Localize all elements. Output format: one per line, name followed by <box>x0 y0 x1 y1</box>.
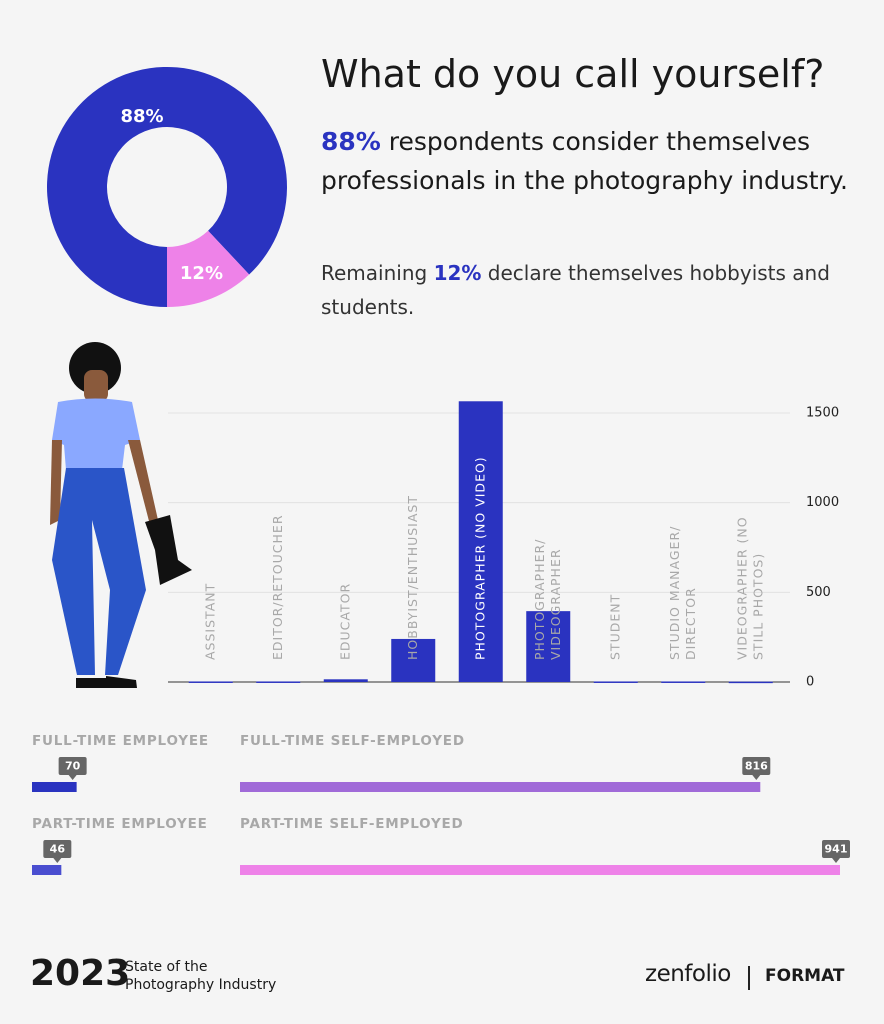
label-line: PHOTOGRAPHER (NO VIDEO) <box>472 456 487 660</box>
value-label: 941 <box>825 843 848 856</box>
bar <box>458 401 503 682</box>
badge <box>58 757 87 775</box>
text: declare themselves hobbyists and student… <box>321 261 830 319</box>
label-line: STUDIO MANAGER/ <box>667 526 682 660</box>
text: Remaining <box>321 261 428 285</box>
badge <box>742 757 771 775</box>
badge-pointer <box>53 858 62 863</box>
x-tick-label: PHOTOGRAPHER (NO VIDEO) <box>472 456 487 660</box>
label-line: EDUCATOR <box>337 583 352 660</box>
label-line: DIRECTOR <box>683 587 698 660</box>
badge-pointer <box>832 858 840 863</box>
x-tick-label: VIDEOGRAPHER (NO STILL PHOTOS) <box>734 516 765 660</box>
text: respondents consider themselves professi… <box>321 127 848 195</box>
label-line: EDITOR/RETOUCHER <box>270 515 285 661</box>
brand: FORMAT <box>765 966 845 986</box>
y-tick-label: 0 <box>806 675 814 690</box>
badge <box>43 840 72 858</box>
category-label: FULL-TIME EMPLOYEE <box>32 733 209 749</box>
value-label: 70 <box>65 760 81 773</box>
x-tick-label: EDUCATOR <box>337 583 352 660</box>
badge <box>822 840 850 858</box>
category-label: FULL-TIME SELF-EMPLOYED <box>240 733 465 749</box>
bar <box>323 679 368 682</box>
line: State of the <box>125 959 208 975</box>
x-tick-label: ASSISTANT <box>202 583 217 660</box>
bar <box>256 681 301 683</box>
donut-slice <box>47 67 287 307</box>
y-tick-label: 1500 <box>806 405 839 420</box>
subtitle: State of the Photography Industry <box>125 958 276 994</box>
year: 2023 <box>30 953 131 994</box>
brand: zenfolio <box>645 961 731 987</box>
paragraph: Remaining 12% declare themselves hobbyis… <box>321 256 851 324</box>
bar <box>188 681 233 683</box>
label-line: PHOTOGRAPHER/ <box>532 539 547 660</box>
bar <box>240 782 761 792</box>
category-label: PART-TIME SELF-EMPLOYED <box>240 816 464 832</box>
value-label: 88% <box>120 106 163 127</box>
label-line: STUDENT <box>607 594 622 660</box>
value-label: 46 <box>50 843 66 856</box>
y-tick-label: 500 <box>806 585 831 600</box>
donut-slice <box>167 230 250 307</box>
bar <box>391 638 436 682</box>
bar <box>526 611 571 682</box>
highlight: 12% <box>433 261 482 285</box>
y-tick-label: 1000 <box>806 495 839 510</box>
x-tick-label: EDITOR/RETOUCHER <box>270 515 285 661</box>
highlight: 88% <box>321 127 381 156</box>
bar <box>661 681 706 683</box>
x-tick-label: STUDIO MANAGER/DIRECTOR <box>667 526 698 660</box>
label-line: VIDEOGRAPHER <box>548 548 563 660</box>
value-label: 12% <box>180 263 223 284</box>
x-tick-label: PHOTOGRAPHER/VIDEOGRAPHER <box>532 539 563 660</box>
illustration <box>50 342 192 688</box>
label-line: ASSISTANT <box>202 583 217 660</box>
bar <box>32 782 77 792</box>
divider <box>748 966 750 990</box>
value-label: 816 <box>745 760 768 773</box>
line: Photography Industry <box>125 977 277 993</box>
bar <box>240 865 840 875</box>
paragraph: 88% respondents consider themselves prof… <box>321 122 851 200</box>
x-tick-label: STUDENT <box>607 594 622 660</box>
bar <box>728 681 773 684</box>
label-line: STILL PHOTOS) <box>750 553 765 660</box>
bar <box>32 865 62 875</box>
label-line: HOBBYIST/ENTHUSIAST <box>405 495 420 660</box>
title: What do you call yourself? <box>321 52 825 96</box>
label-line: VIDEOGRAPHER (NO <box>734 516 749 660</box>
bar <box>593 681 638 683</box>
category-label: PART-TIME EMPLOYEE <box>32 816 208 832</box>
badge-pointer <box>68 775 77 780</box>
badge-pointer <box>752 775 761 780</box>
x-tick-label: HOBBYIST/ENTHUSIAST <box>405 495 420 660</box>
